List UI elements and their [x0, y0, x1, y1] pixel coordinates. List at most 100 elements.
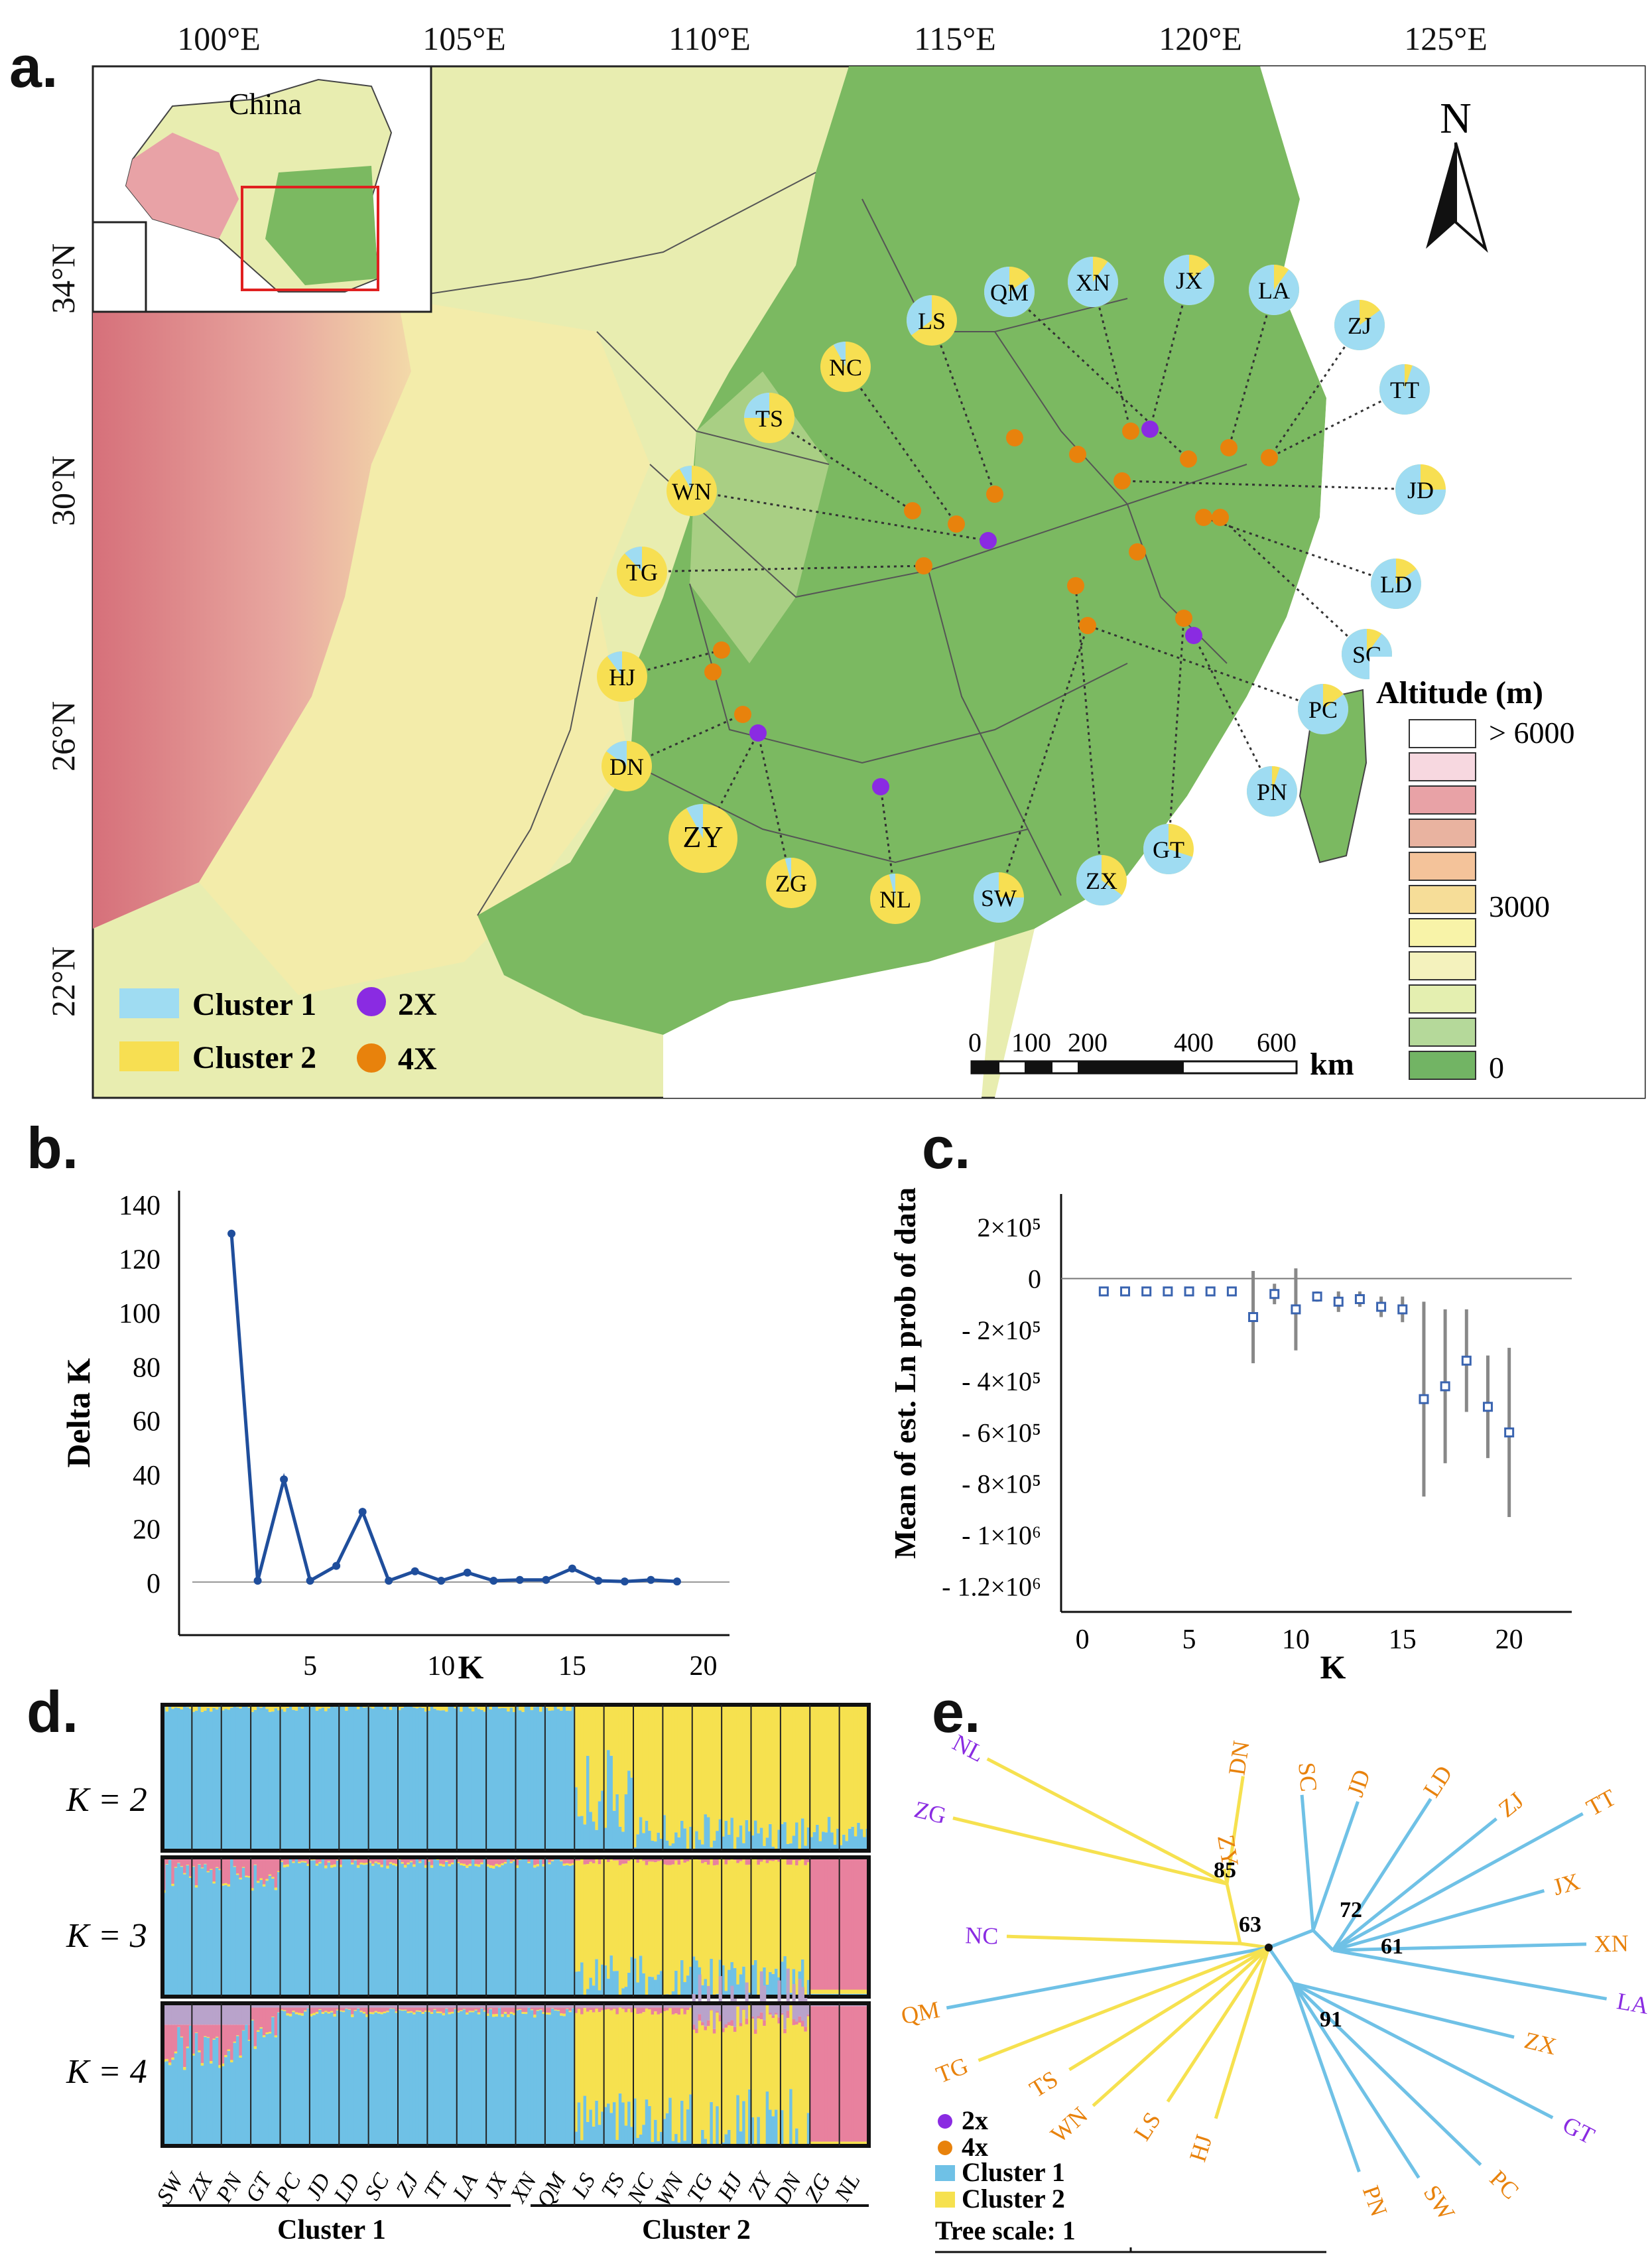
- admixture-segment: [486, 1866, 490, 1997]
- admixture-segment: [210, 1869, 214, 1870]
- admixture-segment: [857, 1857, 861, 1990]
- population-pie: WN: [667, 466, 717, 516]
- admixture-segment: [630, 2012, 634, 2127]
- admixture-segment: [188, 2024, 192, 2026]
- population-label: DN: [769, 2168, 807, 2209]
- admixture-segment: [542, 1706, 546, 1851]
- admixture-segment: [739, 1861, 743, 1975]
- admixture-segment: [292, 2011, 296, 2013]
- admixture-segment: [427, 1861, 431, 1997]
- admixture-segment: [745, 1820, 749, 1851]
- admixture-segment: [757, 1833, 761, 1851]
- admixture-segment: [751, 1859, 755, 1965]
- admixture-segment: [565, 1710, 569, 1851]
- admixture-segment: [348, 2003, 351, 2008]
- admixture-segment: [798, 2023, 802, 2146]
- admixture-segment: [524, 2007, 528, 2013]
- delta-k-point: [515, 1575, 524, 1584]
- population-code: PC: [1308, 697, 1338, 723]
- admixture-segment: [665, 2003, 669, 2008]
- admixture-segment: [848, 2141, 852, 2145]
- admixture-segment: [630, 2007, 634, 2013]
- admixture-segment: [507, 2007, 511, 2015]
- admixture-segment: [560, 2015, 564, 2146]
- admixture-segment: [556, 2010, 560, 2011]
- admixture-segment: [466, 2014, 470, 2146]
- admixture-segment: [489, 1709, 493, 1851]
- admixture-segment: [468, 2007, 472, 2011]
- altitude-swatch: [1409, 785, 1476, 815]
- admixture-segment: [460, 1863, 464, 1865]
- admixture-segment: [251, 1857, 255, 1889]
- admixture-segment: [483, 2011, 487, 2146]
- tree-leaf-branch: [1332, 1948, 1608, 2001]
- admixture-segment: [542, 2013, 546, 2146]
- admixture-segment: [224, 1705, 228, 1709]
- admixture-segment: [168, 2003, 172, 2025]
- admixture-segment: [409, 1705, 413, 1851]
- c-point: [1184, 1286, 1194, 1297]
- admixture-segment: [286, 2003, 290, 2008]
- admixture-segment: [539, 1859, 543, 1997]
- admixture-segment: [598, 2012, 602, 2125]
- admixture-segment: [194, 1711, 198, 1851]
- admixture-segment: [395, 2003, 399, 2008]
- admixture-segment: [742, 1966, 746, 1997]
- admixture-segment: [403, 1857, 407, 1865]
- admixture-segment: [415, 1708, 419, 1851]
- admixture-segment: [433, 2009, 437, 2146]
- admixture-segment: [621, 1863, 625, 1989]
- tree-leaf-branch: [1311, 1801, 1360, 1931]
- admixture-segment: [371, 2012, 375, 2015]
- admixture-segment: [480, 1705, 484, 1710]
- tree-leaf-label: JD: [1342, 1766, 1375, 1800]
- admixture-segment: [468, 2011, 472, 2013]
- admixture-segment: [775, 1860, 779, 1969]
- population-label: TG: [682, 2170, 718, 2207]
- admixture-segment: [698, 1974, 702, 2015]
- admixture-segment: [215, 2037, 219, 2146]
- admixture-segment: [804, 1998, 808, 2027]
- admixture-segment: [507, 2017, 511, 2146]
- admixture-segment: [486, 2003, 490, 2008]
- admixture-segment: [271, 1877, 275, 1879]
- admixture-segment: [701, 1857, 705, 1863]
- admixture-segment: [368, 1863, 372, 1997]
- tree-leaf-branch: [1225, 1776, 1245, 1885]
- admixture-segment: [509, 1861, 513, 1863]
- svg-text:400: 400: [1174, 1028, 1214, 1057]
- admixture-segment: [362, 1707, 366, 1851]
- admixture-segment: [854, 1989, 858, 1994]
- admixture-segment: [339, 2010, 343, 2012]
- admixture-segment: [607, 1705, 611, 1751]
- admixture-segment: [621, 1857, 625, 1864]
- admixture-segment: [651, 1977, 655, 1997]
- admixture-segment: [235, 1875, 239, 1997]
- admixture-segment: [454, 2007, 458, 2009]
- admixture-segment: [362, 2007, 366, 2012]
- admixture-segment: [739, 2003, 743, 2023]
- population-label: PC: [270, 2169, 306, 2207]
- tetraploid-site-dot: [1129, 543, 1146, 561]
- admixture-segment: [648, 2009, 652, 2106]
- admixture-segment: [206, 2038, 210, 2146]
- admixture-segment: [495, 2007, 499, 2015]
- admixture-segment: [371, 2003, 375, 2008]
- admixture-segment: [527, 1705, 531, 1851]
- admixture-segment: [571, 1863, 575, 1865]
- admixture-segment: [298, 2003, 302, 2008]
- admixture-segment: [460, 2003, 464, 2008]
- admixture-segment: [215, 2003, 219, 2025]
- admixture-segment: [371, 1863, 375, 1866]
- c-point: [1397, 1304, 1408, 1315]
- admixture-segment: [283, 2003, 286, 2008]
- admixture-segment: [753, 2029, 757, 2034]
- admixture-segment: [445, 2009, 449, 2146]
- admixture-segment: [280, 2010, 284, 2146]
- admixture-segment: [589, 2009, 593, 2110]
- admixture-segment: [450, 2013, 454, 2146]
- admixture-segment: [330, 1867, 334, 1997]
- admixture-segment: [294, 1710, 298, 1851]
- admixture-segment: [356, 1865, 360, 1868]
